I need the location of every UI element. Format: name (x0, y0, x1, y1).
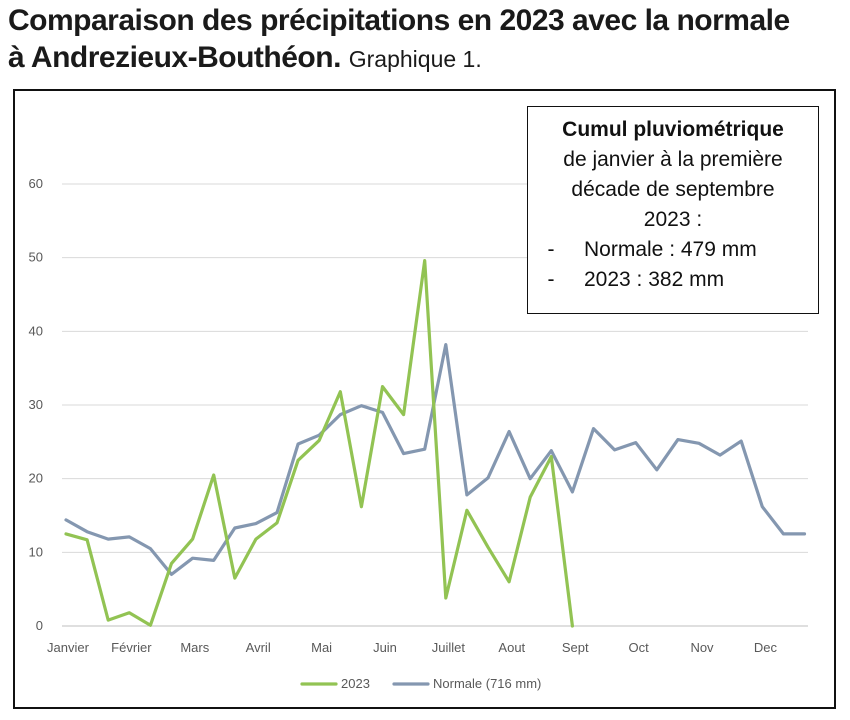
x-tick-label: Avril (246, 640, 271, 655)
y-tick-label: 60 (29, 176, 43, 191)
y-tick-label: 0 (36, 618, 43, 633)
y-tick-label: 50 (29, 250, 43, 265)
x-tick-label: Mars (180, 640, 209, 655)
chart-subtitle: Graphique 1. (348, 46, 482, 72)
infobox-text-3: 2023 : (643, 208, 703, 231)
title-line-1: Comparaison des précipitations en 2023 a… (8, 4, 790, 37)
infobox-text-2: décade de septembre (571, 178, 775, 201)
x-tick-label: Mai (311, 640, 332, 655)
x-tick-label: Sept (562, 640, 589, 655)
infobox-item-1: Normale : 479 mm (584, 238, 757, 261)
y-tick-label: 30 (29, 397, 43, 412)
y-tick-label: 40 (29, 323, 43, 338)
x-tick-label: Aout (498, 640, 525, 655)
infobox-item-normale: - Normale : 479 mm (528, 235, 818, 265)
infobox-text-1: de janvier à la première (563, 148, 783, 171)
y-tick-label: 10 (29, 544, 43, 559)
title-line-2: à Andrezieux-Bouthéon. Graphique 1. (8, 39, 838, 78)
title-location: à Andrezieux-Bouthéon. (8, 41, 341, 74)
infobox-item-2: 2023 : 382 mm (584, 268, 725, 291)
legend-label-normale: Normale (716 mm) (433, 676, 541, 691)
x-tick-label: Nov (690, 640, 714, 655)
x-tick-label: Dec (754, 640, 778, 655)
infobox-heading: Cumul pluviométrique (562, 118, 784, 141)
series-line-normale (64, 343, 807, 577)
infobox-item-2023: - 2023 : 382 mm (528, 265, 818, 295)
y-tick-label: 20 (29, 471, 43, 486)
x-tick-label: Oct (628, 640, 649, 655)
cumulative-rainfall-box: Cumul pluviométrique de janvier à la pre… (527, 106, 819, 314)
x-tick-label: Juillet (432, 640, 466, 655)
bullet-marker: - (547, 268, 555, 291)
bullet-marker: - (547, 238, 555, 261)
x-tick-label: Janvier (47, 640, 90, 655)
legend-label-2023: 2023 (341, 676, 370, 691)
x-tick-label: Juin (373, 640, 397, 655)
series-line-2023 (64, 259, 575, 628)
x-tick-label: Février (111, 640, 152, 655)
chart-title: Comparaison des précipitations en 2023 a… (8, 2, 838, 78)
